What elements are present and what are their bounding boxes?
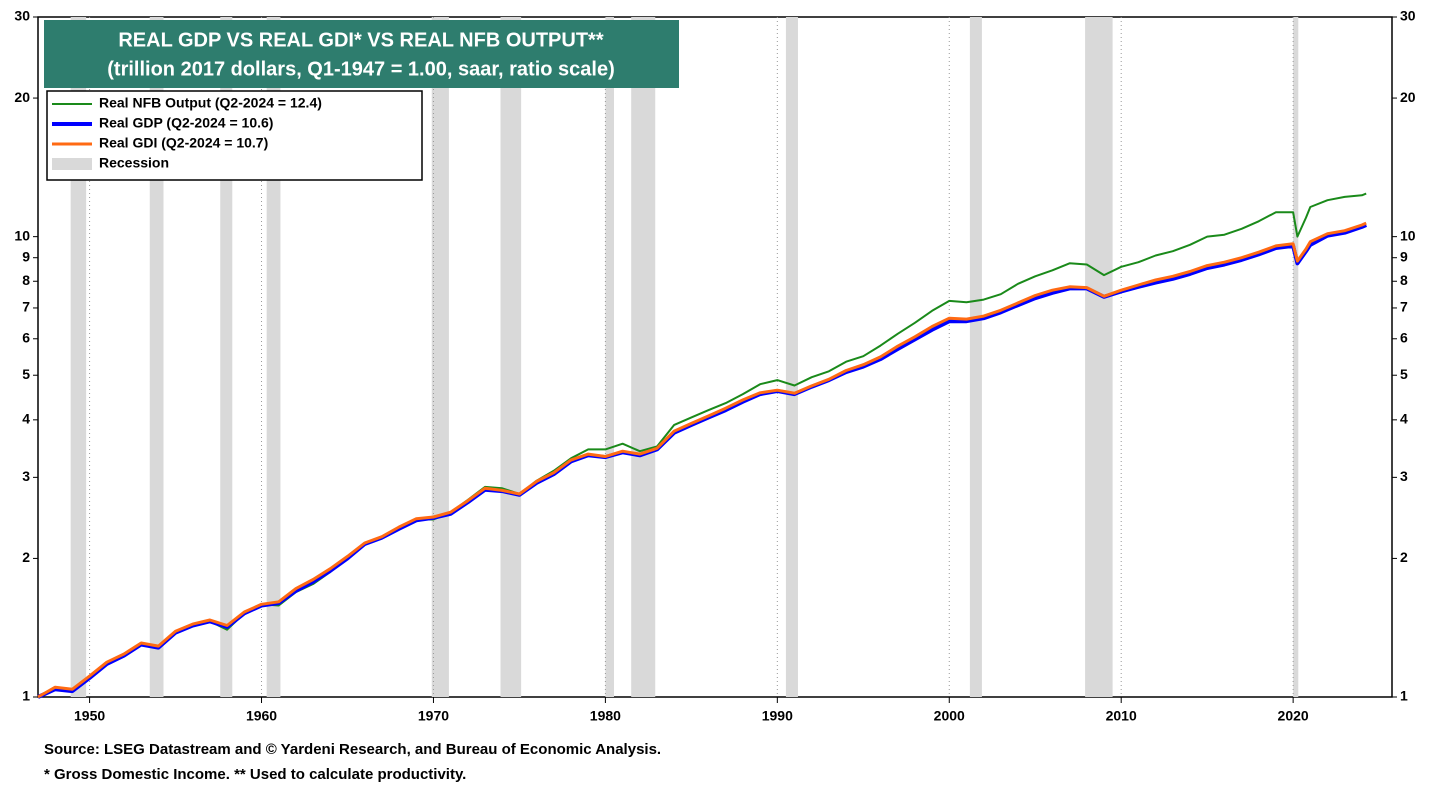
y-tick-label: 6 — [22, 329, 30, 345]
x-tick-label: 2010 — [1106, 708, 1137, 724]
y-tick-label: 8 — [1400, 272, 1408, 288]
recession-band — [266, 17, 281, 697]
x-tick-label: 1980 — [590, 708, 621, 724]
y-tick-label: 1 — [1400, 688, 1408, 704]
x-tick-label: 1960 — [246, 708, 277, 724]
x-tick-label: 2020 — [1278, 708, 1309, 724]
recession-band — [500, 17, 522, 697]
y-tick-label: 9 — [22, 248, 30, 264]
recession-band — [431, 17, 449, 697]
y-tick-label: 10 — [14, 227, 30, 243]
x-tick-label: 1990 — [762, 708, 793, 724]
y-tick-label: 9 — [1400, 248, 1408, 264]
footnote: * Gross Domestic Income. ** Used to calc… — [44, 766, 466, 783]
x-tick-label: 2000 — [934, 708, 965, 724]
x-tick-label: 1950 — [74, 708, 105, 724]
legend-label: Real GDI (Q2-2024 = 10.7) — [99, 135, 268, 151]
plot-frame — [37, 16, 1393, 698]
recession-band — [969, 17, 982, 697]
recession-band — [220, 17, 233, 697]
recession-band — [785, 17, 798, 697]
chart-title: REAL GDP VS REAL GDI* VS REAL NFB OUTPUT… — [118, 29, 603, 51]
y-tick-label: 20 — [14, 89, 30, 105]
y-tick-label: 5 — [22, 366, 30, 382]
y-tick-label: 6 — [1400, 329, 1408, 345]
legend-label: Real GDP (Q2-2024 = 10.6) — [99, 115, 273, 131]
y-tick-label: 3 — [1400, 468, 1408, 484]
y-tick-label: 20 — [1400, 89, 1416, 105]
y-tick-label: 3 — [22, 468, 30, 484]
legend-label: Recession — [99, 155, 169, 171]
y-tick-label: 7 — [22, 299, 30, 315]
y-tick-label: 30 — [14, 8, 30, 24]
legend — [46, 90, 423, 181]
y-tick-label: 7 — [1400, 299, 1408, 315]
y-tick-label: 10 — [1400, 227, 1416, 243]
source-note: Source: LSEG Datastream and © Yardeni Re… — [44, 741, 661, 758]
series-line — [37, 192, 1367, 698]
y-tick-label: 5 — [1400, 366, 1408, 382]
y-tick-label: 2 — [1400, 549, 1408, 565]
recession-band — [605, 17, 614, 697]
recession-band — [149, 17, 164, 697]
series-line — [37, 223, 1368, 699]
recession-band — [1293, 17, 1299, 697]
y-tick-label: 4 — [1400, 411, 1408, 427]
legend-label: Real NFB Output (Q2-2024 = 12.4) — [99, 95, 322, 111]
y-tick-label: 2 — [22, 549, 30, 565]
legend-swatch — [52, 158, 92, 170]
x-tick-label: 1970 — [418, 708, 449, 724]
y-tick-label: 8 — [22, 272, 30, 288]
series-line — [37, 221, 1367, 699]
recession-band — [70, 17, 87, 697]
y-tick-label: 1 — [22, 688, 30, 704]
title-box — [44, 20, 679, 88]
recession-band — [631, 17, 656, 697]
y-tick-label: 30 — [1400, 8, 1416, 24]
y-tick-label: 4 — [22, 411, 30, 427]
chart-subtitle: (trillion 2017 dollars, Q1-1947 = 1.00, … — [107, 58, 615, 80]
recession-band — [1085, 17, 1113, 697]
